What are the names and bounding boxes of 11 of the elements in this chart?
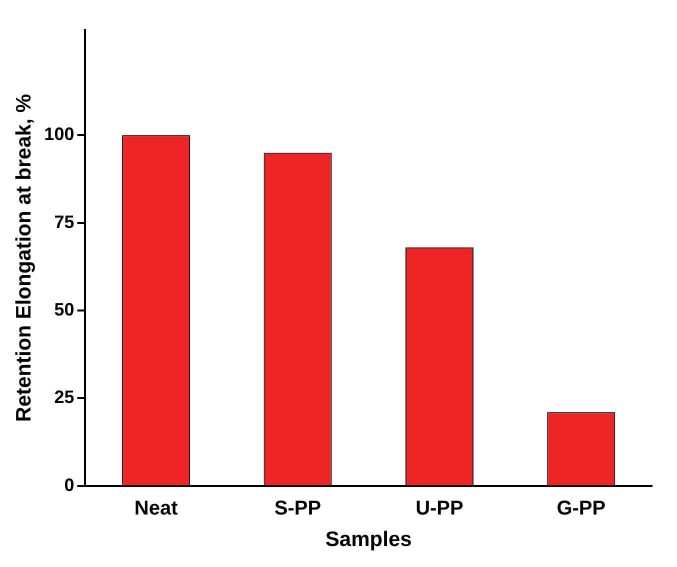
x-tick-label: U-PP bbox=[416, 497, 464, 520]
x-axis-title: Samples bbox=[325, 528, 412, 552]
y-tick-label: 50 bbox=[54, 299, 74, 320]
x-tick-label: S-PP bbox=[274, 497, 322, 520]
y-tick-label: 100 bbox=[44, 124, 74, 144]
x-tick-label: G-PP bbox=[556, 497, 606, 520]
y-tick-label: 0 bbox=[64, 474, 74, 495]
x-tick-label: Neat bbox=[134, 497, 178, 520]
y-tick-label: 75 bbox=[54, 212, 74, 232]
y-tick-label: 25 bbox=[54, 387, 74, 408]
y-axis-title: Retention Elongation at break, % bbox=[12, 94, 36, 422]
